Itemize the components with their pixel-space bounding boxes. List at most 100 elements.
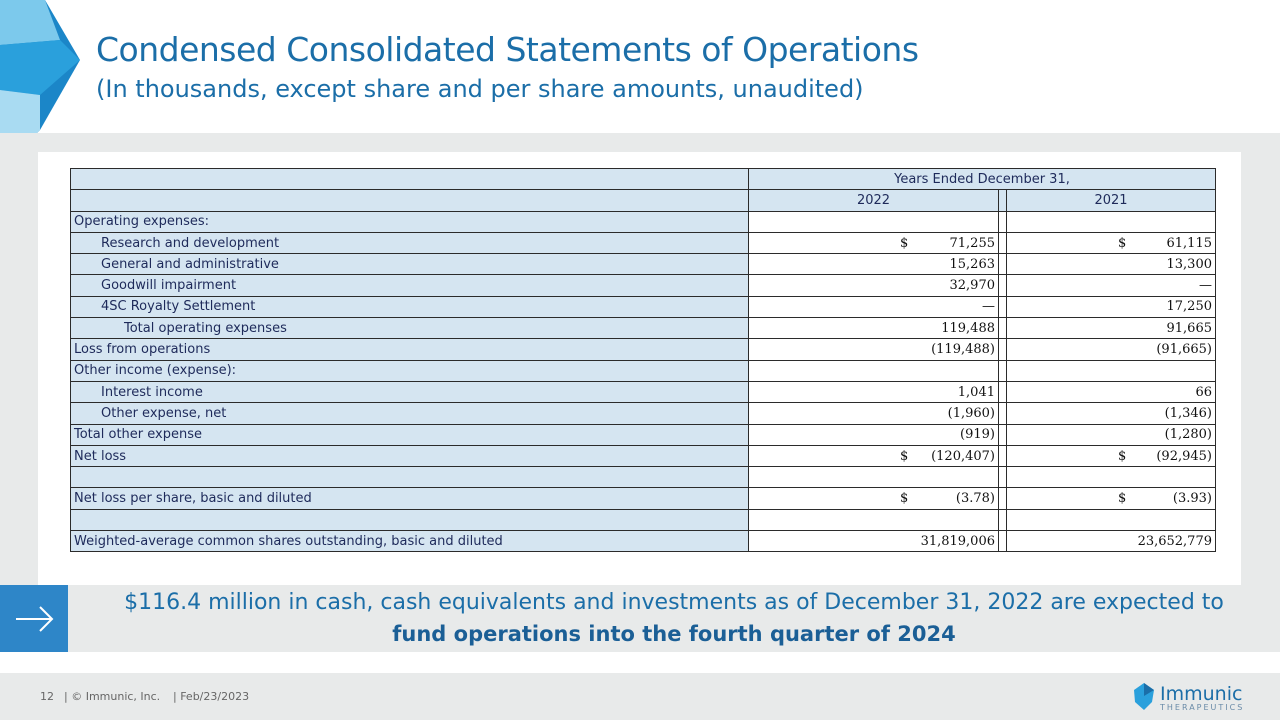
subtitle: (In thousands, except share and per shar… — [96, 75, 864, 103]
amount: (919) — [960, 427, 995, 443]
value-cell: (119,488) — [748, 338, 999, 361]
label-text: Other expense, net — [101, 405, 227, 421]
cell — [70, 189, 749, 212]
table-row: Total operating expenses 119,488 91,665 — [70, 317, 1216, 340]
cell — [998, 466, 1007, 489]
amount: 13,300 — [1166, 256, 1213, 272]
header-row: 2022 2021 — [70, 189, 1216, 212]
amount: 15,263 — [949, 256, 996, 272]
amount: (3.93) — [1172, 491, 1212, 507]
table-row: Loss from operations (119,488) (91,665) — [70, 338, 1216, 361]
value-cell — [748, 210, 999, 233]
value-cell: 23,652,779 — [1006, 530, 1216, 553]
cell — [998, 380, 1007, 404]
amount: (1,346) — [1164, 405, 1212, 421]
label-text: Other income (expense): — [74, 363, 237, 379]
label-text: Interest income — [101, 384, 203, 400]
table-row: Total other expense (919) (1,280) — [70, 423, 1216, 446]
arrow-box — [0, 585, 68, 652]
page-number: 12 — [40, 690, 54, 703]
cell — [998, 508, 1007, 532]
table-row: Operating expenses: — [70, 210, 1216, 233]
value-cell: 31,819,006 — [748, 530, 999, 553]
spacer-row — [70, 466, 1216, 489]
cell — [1006, 466, 1216, 489]
footer-company: | © Immunic, Inc. — [64, 690, 161, 703]
amount: 61,115 — [1166, 235, 1213, 251]
value-cell: (91,665) — [1006, 338, 1216, 361]
callout-emphasis: fund operations into the fourth quarter … — [392, 622, 956, 646]
row-label: 4SC Royalty Settlement — [70, 295, 749, 319]
value-cell: (1,346) — [1006, 402, 1216, 425]
table-row: General and administrative 15,263 13,300 — [70, 253, 1216, 276]
value-cell — [1006, 210, 1216, 233]
label-text: Net loss per share, basic and diluted — [74, 491, 312, 507]
cell — [998, 295, 1007, 319]
currency: $ — [900, 448, 909, 464]
table-row: Interest income 1,041 66 — [70, 380, 1216, 404]
row-label: Interest income — [70, 380, 749, 404]
value-cell: $ (120,407) — [748, 444, 999, 468]
label-text: 4SC Royalty Settlement — [101, 299, 256, 315]
amount: (3.78) — [955, 491, 995, 507]
table-row: Net loss per share, basic and diluted $ (3… — [70, 487, 1216, 510]
label-text: Operating expenses: — [74, 214, 210, 230]
table-row: Other income (expense): — [70, 359, 1216, 382]
row-label: Other income (expense): — [70, 359, 749, 382]
callout-text: $116.4 million in cash, cash equivalents… — [124, 590, 1224, 615]
period-header: Years Ended December 31, — [748, 167, 1216, 191]
cell — [748, 508, 999, 532]
column-header: 2021 — [1006, 189, 1216, 212]
cell — [998, 189, 1007, 212]
value-cell: (919) — [748, 423, 999, 446]
amount: (92,945) — [1156, 448, 1212, 464]
footer-date: | Feb/23/2023 — [173, 690, 250, 703]
column-header: 2022 — [748, 189, 999, 212]
value-cell: 13,300 — [1006, 253, 1216, 276]
amount: (119,488) — [931, 342, 995, 358]
value-cell: — — [1006, 274, 1216, 297]
row-label: Goodwill impairment — [70, 274, 749, 297]
table-row: Net loss $ (120,407) $ (92,945) — [70, 444, 1216, 468]
cell — [998, 402, 1007, 425]
cell — [70, 508, 749, 532]
value-cell — [748, 359, 999, 382]
row-label: Other expense, net — [70, 402, 749, 425]
label-text: Weighted-average common shares outstandi… — [74, 533, 503, 549]
amount: 17,250 — [1166, 299, 1213, 315]
cell — [998, 231, 1007, 255]
currency: $ — [1118, 235, 1127, 251]
value-cell: (1,960) — [748, 402, 999, 425]
row-label: General and administrative — [70, 253, 749, 276]
amount: 31,819,006 — [920, 533, 995, 549]
amount: — — [1199, 278, 1212, 294]
value-cell: 1,041 — [748, 380, 999, 404]
cell — [998, 530, 1007, 553]
cell — [998, 487, 1007, 510]
amount: 1,041 — [957, 384, 995, 400]
logo-icon — [1134, 683, 1154, 710]
cell — [998, 274, 1007, 297]
value-cell: (1,280) — [1006, 423, 1216, 446]
cell — [70, 167, 749, 191]
currency: $ — [900, 235, 909, 251]
cell — [998, 317, 1007, 340]
row-label: Loss from operations — [70, 338, 749, 361]
footer-band — [0, 673, 1280, 720]
label-text: Goodwill impairment — [101, 278, 237, 294]
table-row: 4SC Royalty Settlement — 17,250 — [70, 295, 1216, 319]
cell — [998, 444, 1007, 468]
row-label: Research and development — [70, 231, 749, 255]
value-cell: 119,488 — [748, 317, 999, 340]
value-cell: $ (3.93) — [1006, 487, 1216, 510]
amount: — — [982, 299, 995, 315]
logo-tagline: THERAPEUTICS — [1160, 703, 1245, 712]
row-label: Net loss per share, basic and diluted — [70, 487, 749, 510]
amount: (1,960) — [947, 405, 995, 421]
arrow-icon — [16, 606, 54, 632]
currency: $ — [1118, 491, 1127, 507]
label-text: Total operating expenses — [124, 320, 287, 336]
label-text: Loss from operations — [74, 342, 211, 358]
value-cell: $61,115 — [1006, 231, 1216, 255]
